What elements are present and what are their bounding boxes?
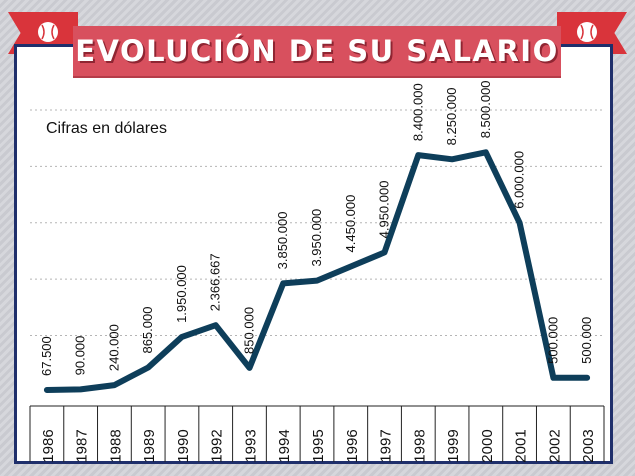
y-axis-label: Cifras en dólares (46, 120, 167, 137)
data-label: 8.400.000 (410, 83, 425, 141)
x-tick-label: 1994 (276, 429, 293, 462)
x-tick-label: 1999 (445, 429, 462, 462)
x-tick-label: 1989 (141, 429, 158, 462)
data-label: 2.366.667 (208, 253, 223, 311)
data-label: 1.950.000 (174, 265, 189, 323)
x-tick-label: 1987 (74, 429, 91, 462)
data-label: 3.950.000 (309, 209, 324, 267)
data-label: 500.000 (545, 317, 560, 364)
data-label: 8.500.000 (478, 80, 493, 138)
data-label: 3.850.000 (275, 212, 290, 270)
data-label: 8.250.000 (444, 87, 459, 145)
x-tick-label: 2001 (513, 429, 530, 462)
x-tick-label: 1992 (209, 429, 226, 462)
data-label: 865.000 (140, 307, 155, 354)
chart-panel (14, 44, 613, 464)
data-label: 6.000.000 (512, 151, 527, 209)
x-tick-label: 2000 (479, 429, 496, 462)
title-banner: EVOLUCIÓN DE SU SALARIO (73, 26, 561, 76)
baseball-icon (38, 22, 58, 42)
data-label: 4.950.000 (377, 181, 392, 239)
x-tick-label: 1990 (175, 429, 192, 462)
chart-title: EVOLUCIÓN DE SU SALARIO (75, 34, 559, 68)
x-tick-label: 1997 (378, 429, 395, 462)
data-label: 4.450.000 (343, 195, 358, 253)
data-label: 67.500 (39, 336, 54, 376)
data-label: 90.000 (73, 336, 88, 376)
x-tick-label: 2003 (580, 429, 597, 462)
x-tick-label: 1993 (242, 429, 259, 462)
data-label: 850.000 (241, 307, 256, 354)
x-tick-label: 1998 (411, 429, 428, 462)
x-tick-label: 1996 (344, 429, 361, 462)
x-tick-label: 1995 (310, 429, 327, 462)
x-tick-label: 1988 (107, 429, 124, 462)
baseball-icon (577, 22, 597, 42)
x-tick-label: 1986 (40, 429, 57, 462)
data-label: 240.000 (106, 324, 121, 371)
series-line (43, 149, 591, 393)
data-label: 500.000 (579, 317, 594, 364)
x-tick-label: 2002 (546, 429, 563, 462)
